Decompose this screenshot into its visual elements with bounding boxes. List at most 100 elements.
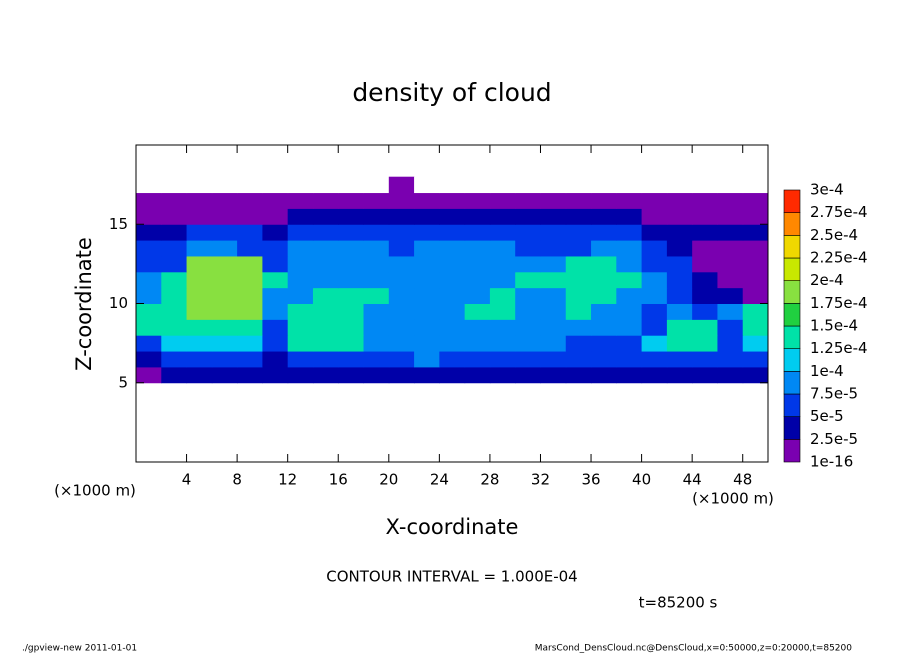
heat-cell	[388, 192, 415, 209]
heat-cell	[641, 176, 668, 194]
heat-cell	[211, 240, 238, 257]
heat-cell	[186, 208, 213, 225]
heat-cell	[641, 192, 668, 209]
heat-cell	[414, 366, 440, 384]
heat-cell	[414, 287, 440, 304]
heat-cell	[464, 351, 491, 368]
x-tick-label: 36	[581, 471, 600, 489]
heat-cell	[237, 208, 263, 225]
heat-cell	[742, 271, 769, 289]
heat-cell	[641, 224, 668, 241]
heat-cell	[388, 287, 415, 304]
heat-cell	[338, 255, 365, 273]
x-tick-label: 40	[632, 471, 651, 489]
heat-cell	[565, 271, 592, 289]
x-tick-label: 12	[278, 471, 297, 489]
heat-cell	[565, 240, 592, 257]
heat-cell	[489, 192, 516, 209]
heat-cell	[666, 303, 693, 320]
heat-cell	[186, 366, 213, 384]
heat-cell	[312, 208, 339, 225]
heat-cell	[338, 224, 365, 241]
colorbar-label: 1.25e-4	[810, 339, 868, 357]
heat-cell	[464, 303, 491, 320]
heat-cell	[742, 351, 769, 368]
heat-cell	[742, 287, 769, 304]
heat-cell	[540, 351, 567, 368]
heat-cell	[338, 208, 365, 225]
heat-cell	[338, 176, 365, 194]
heat-cell	[237, 366, 263, 384]
x-axis-label: X-coordinate	[386, 515, 519, 539]
heat-cell	[489, 335, 516, 352]
colorbar-box	[783, 348, 801, 372]
x-tick-label: 16	[329, 471, 348, 489]
heat-cell	[287, 351, 314, 368]
heat-cell	[464, 192, 491, 209]
colorbar-box	[783, 280, 801, 304]
heat-cell	[262, 366, 289, 384]
heat-cell	[464, 208, 491, 225]
heat-cell	[666, 240, 693, 257]
heat-cell	[136, 224, 162, 241]
heat-cell	[515, 366, 541, 384]
footer-left: ./gpview-new 2011-01-01	[22, 644, 137, 654]
heat-cell	[186, 224, 213, 241]
heat-cell	[262, 208, 289, 225]
heat-cell	[616, 366, 643, 384]
colorbar-label: 2.5e-4	[810, 226, 858, 244]
heat-cell	[186, 176, 213, 194]
heat-cell	[136, 303, 162, 320]
heat-cell	[464, 224, 491, 241]
heat-cell	[742, 366, 769, 384]
heat-cell	[363, 224, 390, 241]
heat-cell	[666, 335, 693, 352]
heat-cell	[211, 319, 238, 336]
heat-cell	[439, 192, 466, 209]
heat-cell	[515, 192, 541, 209]
colorbar-label: 7.5e-5	[810, 385, 858, 403]
colorbar-label: 2e-4	[810, 271, 844, 289]
y-tick-label: 10	[109, 294, 128, 312]
heat-cell	[363, 335, 390, 352]
heat-cell	[515, 224, 541, 241]
heat-cell	[464, 287, 491, 304]
heat-cell	[237, 255, 263, 273]
heat-cell	[692, 176, 718, 194]
heat-cell	[312, 271, 339, 289]
heat-cell	[565, 192, 592, 209]
heat-cell	[338, 303, 365, 320]
heat-cell	[363, 240, 390, 257]
heat-cell	[591, 192, 617, 209]
heat-cell	[161, 208, 188, 225]
colorbar-label: 2.5e-5	[810, 430, 858, 448]
heat-cell	[666, 255, 693, 273]
heat-cell	[616, 335, 643, 352]
colorbar-box	[783, 303, 801, 327]
heat-cell	[136, 319, 162, 336]
heat-cell	[211, 176, 238, 194]
heat-cell	[211, 208, 238, 225]
y-axis-label: Z-coordinate	[72, 237, 96, 371]
heat-cell	[363, 192, 390, 209]
heat-cell	[616, 351, 643, 368]
heat-cell	[692, 224, 718, 241]
heat-cell	[489, 287, 516, 304]
y-tick-label: 15	[109, 215, 128, 233]
heat-cell	[515, 351, 541, 368]
heat-cell	[742, 176, 769, 194]
heat-cell	[565, 351, 592, 368]
heat-cell	[439, 240, 466, 257]
heat-cell	[414, 303, 440, 320]
chart-title: density of cloud	[352, 78, 551, 107]
heat-cell	[161, 255, 188, 273]
heat-cell	[237, 271, 263, 289]
heat-cell	[742, 255, 769, 273]
heat-cell	[262, 224, 289, 241]
heat-cell	[161, 319, 188, 336]
heat-cell	[540, 208, 567, 225]
heat-cell	[237, 240, 263, 257]
x-tick-label: 32	[531, 471, 550, 489]
heat-cell	[186, 335, 213, 352]
heat-cell	[312, 192, 339, 209]
